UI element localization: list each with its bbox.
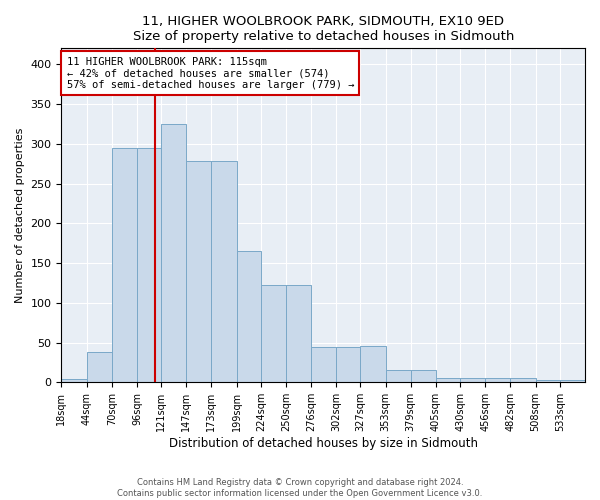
- Bar: [186, 162, 211, 382]
- Text: 11 HIGHER WOOLBROOK PARK: 115sqm
← 42% of detached houses are smaller (574)
57% : 11 HIGHER WOOLBROOK PARK: 115sqm ← 42% o…: [67, 56, 354, 90]
- Bar: [311, 348, 336, 382]
- Bar: [386, 370, 411, 382]
- X-axis label: Distribution of detached houses by size in Sidmouth: Distribution of detached houses by size …: [169, 437, 478, 450]
- Title: 11, HIGHER WOOLBROOK PARK, SIDMOUTH, EX10 9ED
Size of property relative to detac: 11, HIGHER WOOLBROOK PARK, SIDMOUTH, EX1…: [133, 15, 514, 43]
- Bar: [86, 352, 112, 382]
- Bar: [286, 286, 311, 382]
- Bar: [336, 348, 361, 382]
- Bar: [511, 378, 536, 382]
- Bar: [161, 124, 186, 382]
- Bar: [560, 380, 585, 382]
- Bar: [137, 148, 161, 382]
- Bar: [436, 378, 460, 382]
- Bar: [261, 286, 286, 382]
- Bar: [211, 162, 236, 382]
- Text: Contains HM Land Registry data © Crown copyright and database right 2024.
Contai: Contains HM Land Registry data © Crown c…: [118, 478, 482, 498]
- Bar: [61, 379, 86, 382]
- Bar: [460, 378, 485, 382]
- Bar: [361, 346, 386, 383]
- Bar: [236, 251, 261, 382]
- Bar: [411, 370, 436, 382]
- Bar: [485, 378, 511, 382]
- Bar: [112, 148, 137, 382]
- Y-axis label: Number of detached properties: Number of detached properties: [15, 128, 25, 303]
- Bar: [536, 380, 560, 382]
